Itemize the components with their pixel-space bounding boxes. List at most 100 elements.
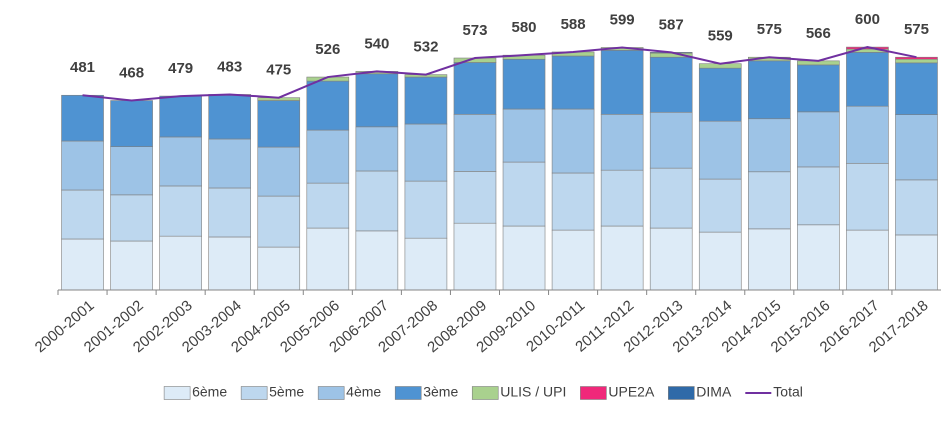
bar-segment [895, 234, 938, 291]
bar-segment [698, 231, 742, 291]
bar-segment [895, 58, 938, 64]
bar-segment [649, 227, 693, 291]
bar-segment [895, 62, 938, 115]
bar-segment [61, 189, 104, 240]
legend-label: UPE2A [608, 384, 655, 400]
bar-segment [551, 172, 595, 231]
bar-segment [846, 162, 889, 231]
bar-segment [404, 123, 448, 182]
bar-segment [257, 246, 301, 291]
value-label: 599 [610, 11, 635, 28]
value-label: 475 [266, 62, 291, 79]
bar-segment [257, 100, 301, 148]
total-line [82, 46, 917, 102]
bar-segment [748, 60, 791, 120]
value-label: 573 [462, 22, 487, 39]
bar-segment [355, 170, 399, 232]
legend-symbol [394, 386, 422, 400]
bar-segment [404, 76, 448, 125]
legend-symbol [668, 386, 695, 400]
bar-segment [502, 161, 546, 227]
bar-segment [61, 94, 104, 142]
value-label: 588 [561, 16, 586, 33]
bar-segment [846, 105, 889, 164]
bar-segment [453, 113, 497, 172]
legend-symbol [240, 386, 268, 400]
bar-segment [748, 118, 791, 173]
value-label: 600 [855, 11, 880, 28]
legend-symbol [471, 386, 499, 400]
bar-segment [600, 169, 644, 227]
value-label: 483 [217, 58, 242, 75]
legend-symbol [163, 386, 191, 400]
bar-segment [159, 95, 202, 138]
value-label: 526 [315, 41, 340, 58]
value-label: 532 [413, 39, 438, 56]
bar-segment [797, 166, 840, 226]
bar-segment [502, 225, 546, 291]
value-label: 559 [708, 28, 733, 45]
value-label: 575 [757, 21, 782, 38]
bar-segment [600, 50, 644, 115]
legend-label: 5ème [269, 384, 304, 400]
bar-segment [846, 52, 889, 107]
value-label: 540 [364, 35, 389, 52]
bar-segment [110, 100, 153, 147]
bar-segment [649, 56, 693, 113]
bar-segment [502, 58, 546, 110]
bar-segment [895, 179, 938, 236]
bar-segment [110, 146, 153, 196]
bar-segment [306, 80, 350, 131]
legend-label: 4ème [346, 384, 381, 400]
bar-segment [797, 224, 840, 291]
bar-segment [797, 111, 840, 168]
bar-segment [355, 230, 399, 291]
bar-segment [649, 111, 693, 169]
bar-segment [306, 227, 350, 291]
bar-segment [453, 62, 497, 115]
value-label: 580 [512, 19, 537, 36]
legend-symbol [317, 386, 345, 400]
bar-segment [551, 229, 595, 291]
bar-segment [159, 136, 202, 187]
bar-segment [453, 222, 497, 291]
bar-segment [355, 126, 399, 172]
bar-segment [698, 67, 742, 122]
bar-segment [698, 120, 742, 180]
value-label: 479 [168, 60, 193, 77]
value-label: 575 [904, 21, 929, 38]
bar-segment [61, 140, 104, 191]
bar-segment [698, 178, 742, 233]
bar-segment [797, 64, 840, 113]
bar-segment [846, 229, 889, 291]
legend-symbol [580, 386, 607, 400]
bar-segment [208, 94, 251, 140]
bar-segment [306, 182, 350, 229]
bar-segment [748, 228, 791, 291]
bar-segment [649, 167, 693, 229]
bar-segment [404, 237, 448, 291]
bar-segment [159, 185, 202, 237]
bar-segment [748, 171, 791, 230]
bar-segment [404, 180, 448, 239]
bar-segment [159, 235, 202, 291]
bar-segment [61, 238, 104, 291]
bar-segment [306, 129, 350, 184]
value-label: 587 [659, 16, 684, 33]
bar-segment [355, 73, 399, 128]
bar-segment [453, 171, 497, 224]
bar-segment [208, 138, 251, 189]
value-label: 566 [806, 25, 831, 42]
bar-segment [551, 108, 595, 174]
bar-segment [208, 236, 251, 291]
value-label: 468 [119, 64, 144, 81]
bar-segment [600, 225, 644, 291]
bar-segment [110, 240, 153, 291]
bar-segment [257, 195, 301, 248]
legend-label: ULIS / UPI [500, 384, 566, 400]
bar-segment [895, 114, 938, 181]
value-label: 481 [70, 59, 95, 76]
bar-segment [502, 108, 546, 163]
bar-segment [551, 55, 595, 110]
